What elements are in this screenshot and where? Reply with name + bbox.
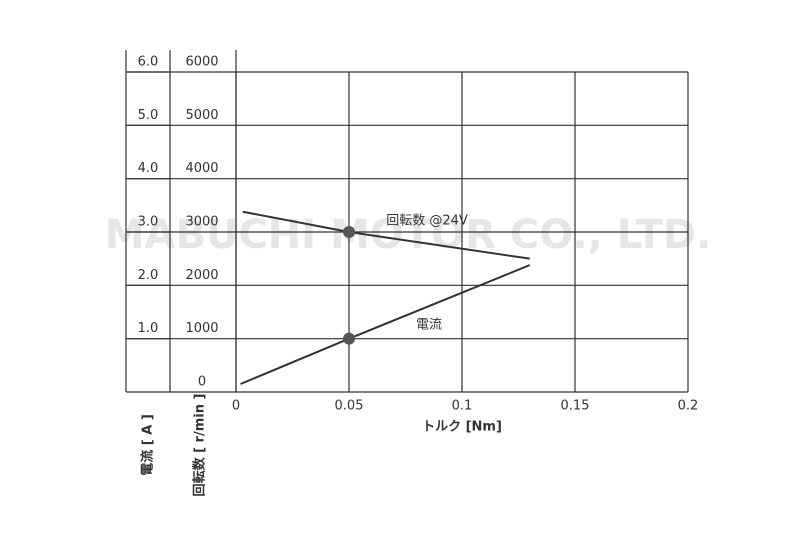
y-tick-label: 3000 [185, 215, 218, 230]
y2-tick-label: 5.0 [138, 108, 159, 123]
x-tick-label: 0.05 [335, 399, 364, 414]
x-tick-label: 0 [232, 399, 240, 414]
y-tick-label: 5000 [185, 108, 218, 123]
y-tick-label: 6000 [185, 55, 218, 70]
operating-point [343, 332, 355, 345]
x-axis-label: トルク [Nm] [422, 420, 502, 435]
series-line [240, 264, 531, 385]
y-tick-label: 4000 [185, 161, 218, 176]
y-tick-label: 1000 [185, 321, 218, 336]
y2-tick-label: 3.0 [138, 215, 159, 230]
y-tick-label: 0 [198, 375, 206, 390]
y-axis-label: 回転数 [ r/min ] [192, 394, 208, 497]
y-tick-label: 2000 [185, 268, 218, 283]
y2-tick-label: 2.0 [138, 268, 159, 283]
y2-tick-label: 1.0 [138, 321, 159, 336]
operating-point [343, 226, 355, 238]
watermark: MABUCHI MOTOR CO., LTD. [105, 212, 712, 258]
y2-tick-label: 4.0 [138, 161, 159, 176]
series-label: 電流 [416, 318, 442, 333]
x-tick-label: 0.1 [452, 399, 473, 414]
x-tick-label: 0.15 [561, 399, 590, 414]
y2-tick-label: 6.0 [138, 55, 159, 70]
y2-axis-label: 電流 [ A ] [140, 414, 156, 476]
x-tick-label: 0.2 [678, 399, 699, 414]
series-label: 回転数 @24V [386, 214, 468, 229]
